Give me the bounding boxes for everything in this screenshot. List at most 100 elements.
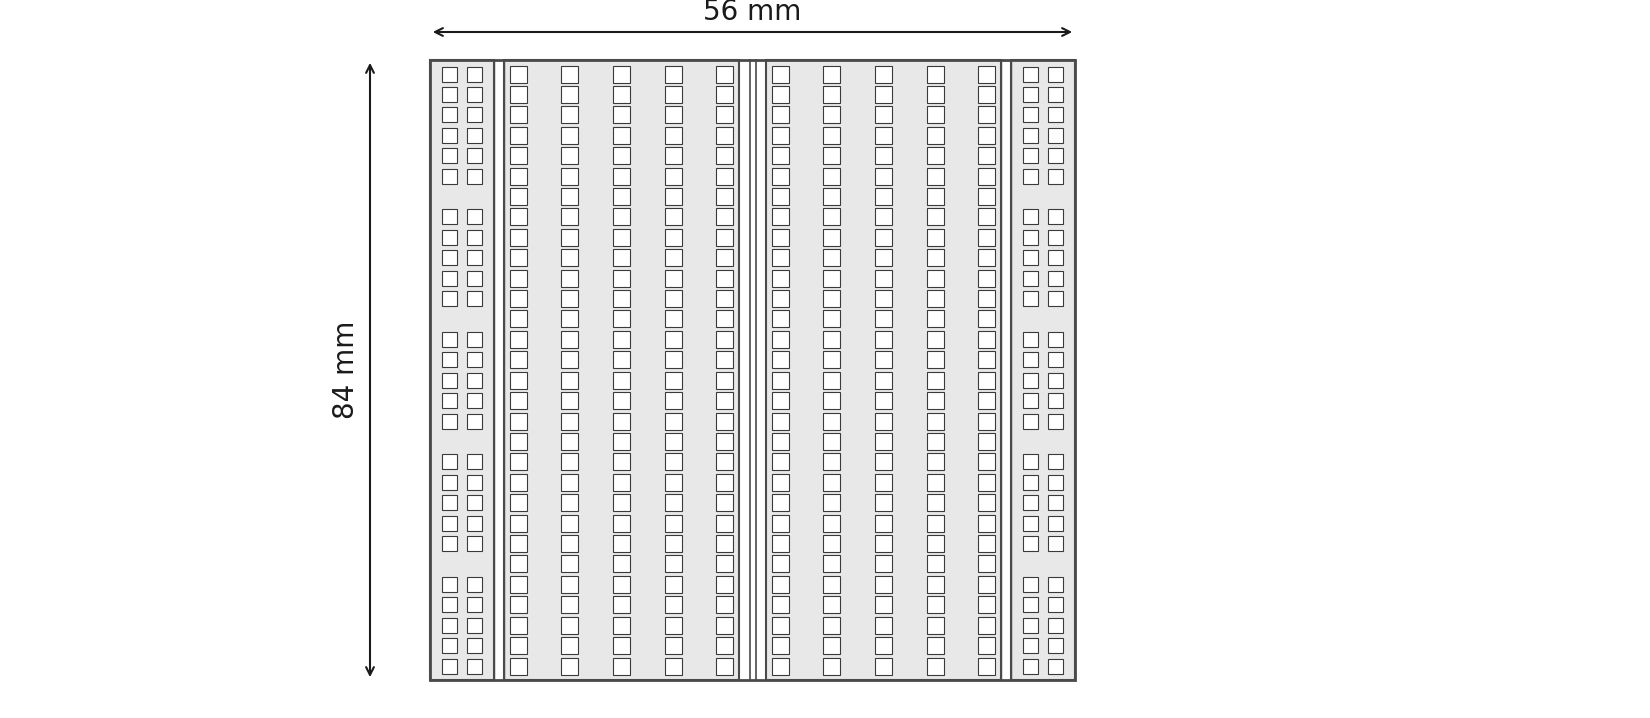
Bar bbox=[467, 230, 482, 245]
Bar bbox=[442, 516, 457, 531]
Bar bbox=[716, 310, 733, 327]
Bar bbox=[772, 453, 789, 470]
Text: 56 mm: 56 mm bbox=[703, 0, 802, 26]
Bar bbox=[874, 637, 893, 654]
Bar bbox=[561, 249, 577, 266]
Bar bbox=[1023, 414, 1038, 429]
Bar bbox=[561, 658, 577, 674]
Bar bbox=[614, 208, 630, 225]
Bar bbox=[1048, 658, 1063, 673]
Bar bbox=[510, 65, 526, 83]
Bar bbox=[874, 229, 893, 246]
Bar bbox=[467, 617, 482, 633]
Bar bbox=[1048, 495, 1063, 510]
Bar bbox=[1048, 107, 1063, 122]
Bar bbox=[716, 474, 733, 491]
Bar bbox=[510, 453, 526, 470]
Bar bbox=[823, 86, 840, 103]
Bar bbox=[561, 576, 577, 593]
Bar bbox=[614, 188, 630, 205]
Bar bbox=[978, 188, 995, 205]
Bar bbox=[1048, 251, 1063, 265]
Bar bbox=[823, 310, 840, 327]
Bar bbox=[614, 658, 630, 674]
Bar bbox=[467, 87, 482, 102]
Bar bbox=[665, 147, 681, 164]
Bar bbox=[772, 127, 789, 144]
Bar bbox=[614, 515, 630, 531]
Bar bbox=[442, 658, 457, 673]
Bar bbox=[614, 372, 630, 388]
Bar bbox=[978, 658, 995, 674]
Bar bbox=[978, 535, 995, 552]
Bar bbox=[467, 169, 482, 184]
Bar bbox=[561, 229, 577, 246]
Bar bbox=[772, 515, 789, 531]
Bar bbox=[665, 127, 681, 144]
Bar bbox=[467, 393, 482, 408]
Bar bbox=[772, 596, 789, 613]
Bar bbox=[823, 515, 840, 531]
Bar bbox=[442, 128, 457, 143]
Bar bbox=[772, 494, 789, 511]
Bar bbox=[716, 413, 733, 429]
Bar bbox=[442, 495, 457, 510]
Bar bbox=[665, 208, 681, 225]
Bar bbox=[716, 433, 733, 450]
Bar bbox=[716, 106, 733, 123]
Bar bbox=[1023, 230, 1038, 245]
Bar bbox=[1048, 536, 1063, 551]
Bar bbox=[823, 453, 840, 470]
Bar bbox=[823, 167, 840, 185]
Bar bbox=[1023, 495, 1038, 510]
Bar bbox=[716, 453, 733, 470]
Bar bbox=[823, 433, 840, 450]
Bar bbox=[467, 454, 482, 470]
Bar bbox=[927, 453, 944, 470]
Bar bbox=[510, 331, 526, 348]
Bar bbox=[510, 208, 526, 225]
Bar bbox=[614, 576, 630, 593]
Bar bbox=[978, 249, 995, 266]
Bar bbox=[614, 413, 630, 429]
Bar bbox=[561, 188, 577, 205]
Bar bbox=[772, 249, 789, 266]
Bar bbox=[510, 127, 526, 144]
Bar bbox=[874, 65, 893, 83]
Bar bbox=[467, 475, 482, 490]
Bar bbox=[1023, 597, 1038, 612]
Bar bbox=[665, 658, 681, 674]
Bar bbox=[561, 535, 577, 552]
Bar bbox=[823, 249, 840, 266]
Bar bbox=[1048, 638, 1063, 653]
Bar bbox=[614, 556, 630, 572]
Bar bbox=[772, 167, 789, 185]
Bar bbox=[874, 167, 893, 185]
Bar bbox=[510, 372, 526, 388]
Bar bbox=[1048, 169, 1063, 184]
Bar bbox=[874, 188, 893, 205]
Bar bbox=[665, 167, 681, 185]
Bar bbox=[716, 637, 733, 654]
Bar bbox=[614, 229, 630, 246]
Bar bbox=[467, 597, 482, 612]
Bar bbox=[1048, 577, 1063, 592]
Bar bbox=[442, 638, 457, 653]
Bar bbox=[561, 331, 577, 348]
Bar bbox=[927, 331, 944, 348]
Bar bbox=[665, 86, 681, 103]
Bar bbox=[823, 494, 840, 511]
Bar bbox=[510, 147, 526, 164]
Bar bbox=[716, 372, 733, 388]
Bar bbox=[467, 638, 482, 653]
Bar bbox=[1048, 87, 1063, 102]
Bar bbox=[772, 65, 789, 83]
Bar bbox=[561, 310, 577, 327]
Bar bbox=[442, 67, 457, 82]
Bar bbox=[665, 535, 681, 552]
Bar bbox=[927, 249, 944, 266]
Bar bbox=[716, 167, 733, 185]
Bar bbox=[510, 229, 526, 246]
Bar bbox=[614, 331, 630, 348]
Bar bbox=[874, 658, 893, 674]
